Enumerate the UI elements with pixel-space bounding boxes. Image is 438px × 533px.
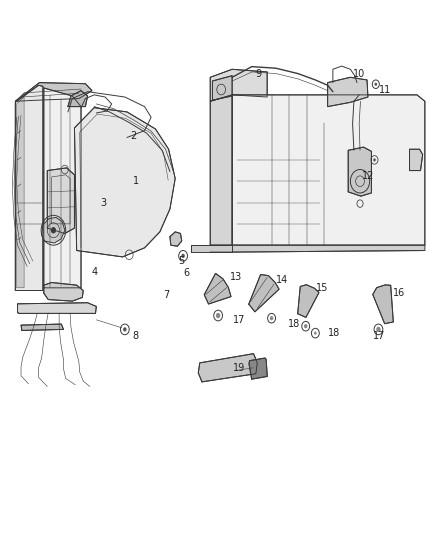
Text: 19: 19 [233, 363, 245, 373]
Text: 8: 8 [133, 331, 139, 341]
Text: 6: 6 [183, 269, 189, 278]
Polygon shape [68, 91, 88, 107]
Polygon shape [204, 273, 231, 304]
Polygon shape [298, 285, 319, 317]
Text: 15: 15 [316, 283, 328, 293]
Text: 13: 13 [230, 272, 243, 282]
Polygon shape [170, 232, 182, 246]
Polygon shape [210, 69, 267, 101]
Polygon shape [18, 303, 96, 313]
Text: 7: 7 [163, 290, 170, 300]
Polygon shape [74, 108, 175, 257]
Circle shape [304, 324, 307, 328]
Text: 17: 17 [233, 315, 245, 325]
Text: 14: 14 [276, 275, 289, 285]
Circle shape [373, 158, 376, 161]
Polygon shape [210, 95, 232, 245]
Text: 12: 12 [362, 171, 374, 181]
Polygon shape [47, 168, 74, 233]
Polygon shape [15, 92, 37, 101]
Polygon shape [42, 217, 65, 243]
Text: 9: 9 [255, 69, 261, 78]
Text: 4: 4 [91, 267, 97, 277]
Text: 16: 16 [392, 288, 405, 298]
Circle shape [216, 313, 220, 318]
Circle shape [270, 316, 273, 320]
Polygon shape [328, 77, 368, 107]
Polygon shape [191, 245, 232, 252]
Polygon shape [210, 245, 425, 252]
Circle shape [314, 332, 317, 335]
Circle shape [123, 327, 127, 332]
Circle shape [181, 254, 185, 258]
Polygon shape [17, 97, 24, 288]
Circle shape [51, 227, 56, 233]
Circle shape [374, 83, 377, 86]
Text: 18: 18 [288, 319, 300, 328]
Polygon shape [348, 147, 371, 196]
Text: 18: 18 [328, 328, 340, 338]
Polygon shape [249, 358, 267, 379]
Text: 2: 2 [131, 131, 137, 141]
Text: 5: 5 [179, 256, 185, 266]
Polygon shape [410, 149, 423, 171]
Polygon shape [44, 88, 81, 288]
Polygon shape [21, 324, 64, 330]
Polygon shape [44, 282, 83, 301]
Text: 1: 1 [133, 176, 139, 186]
Polygon shape [15, 85, 43, 290]
Text: 17: 17 [373, 331, 385, 341]
Text: 3: 3 [100, 198, 106, 207]
Polygon shape [198, 354, 257, 382]
Text: 11: 11 [379, 85, 392, 94]
Polygon shape [373, 285, 393, 324]
Polygon shape [249, 274, 279, 312]
Polygon shape [212, 76, 232, 100]
Polygon shape [15, 83, 92, 101]
Polygon shape [232, 95, 425, 245]
Text: 10: 10 [353, 69, 365, 78]
Circle shape [376, 327, 381, 332]
